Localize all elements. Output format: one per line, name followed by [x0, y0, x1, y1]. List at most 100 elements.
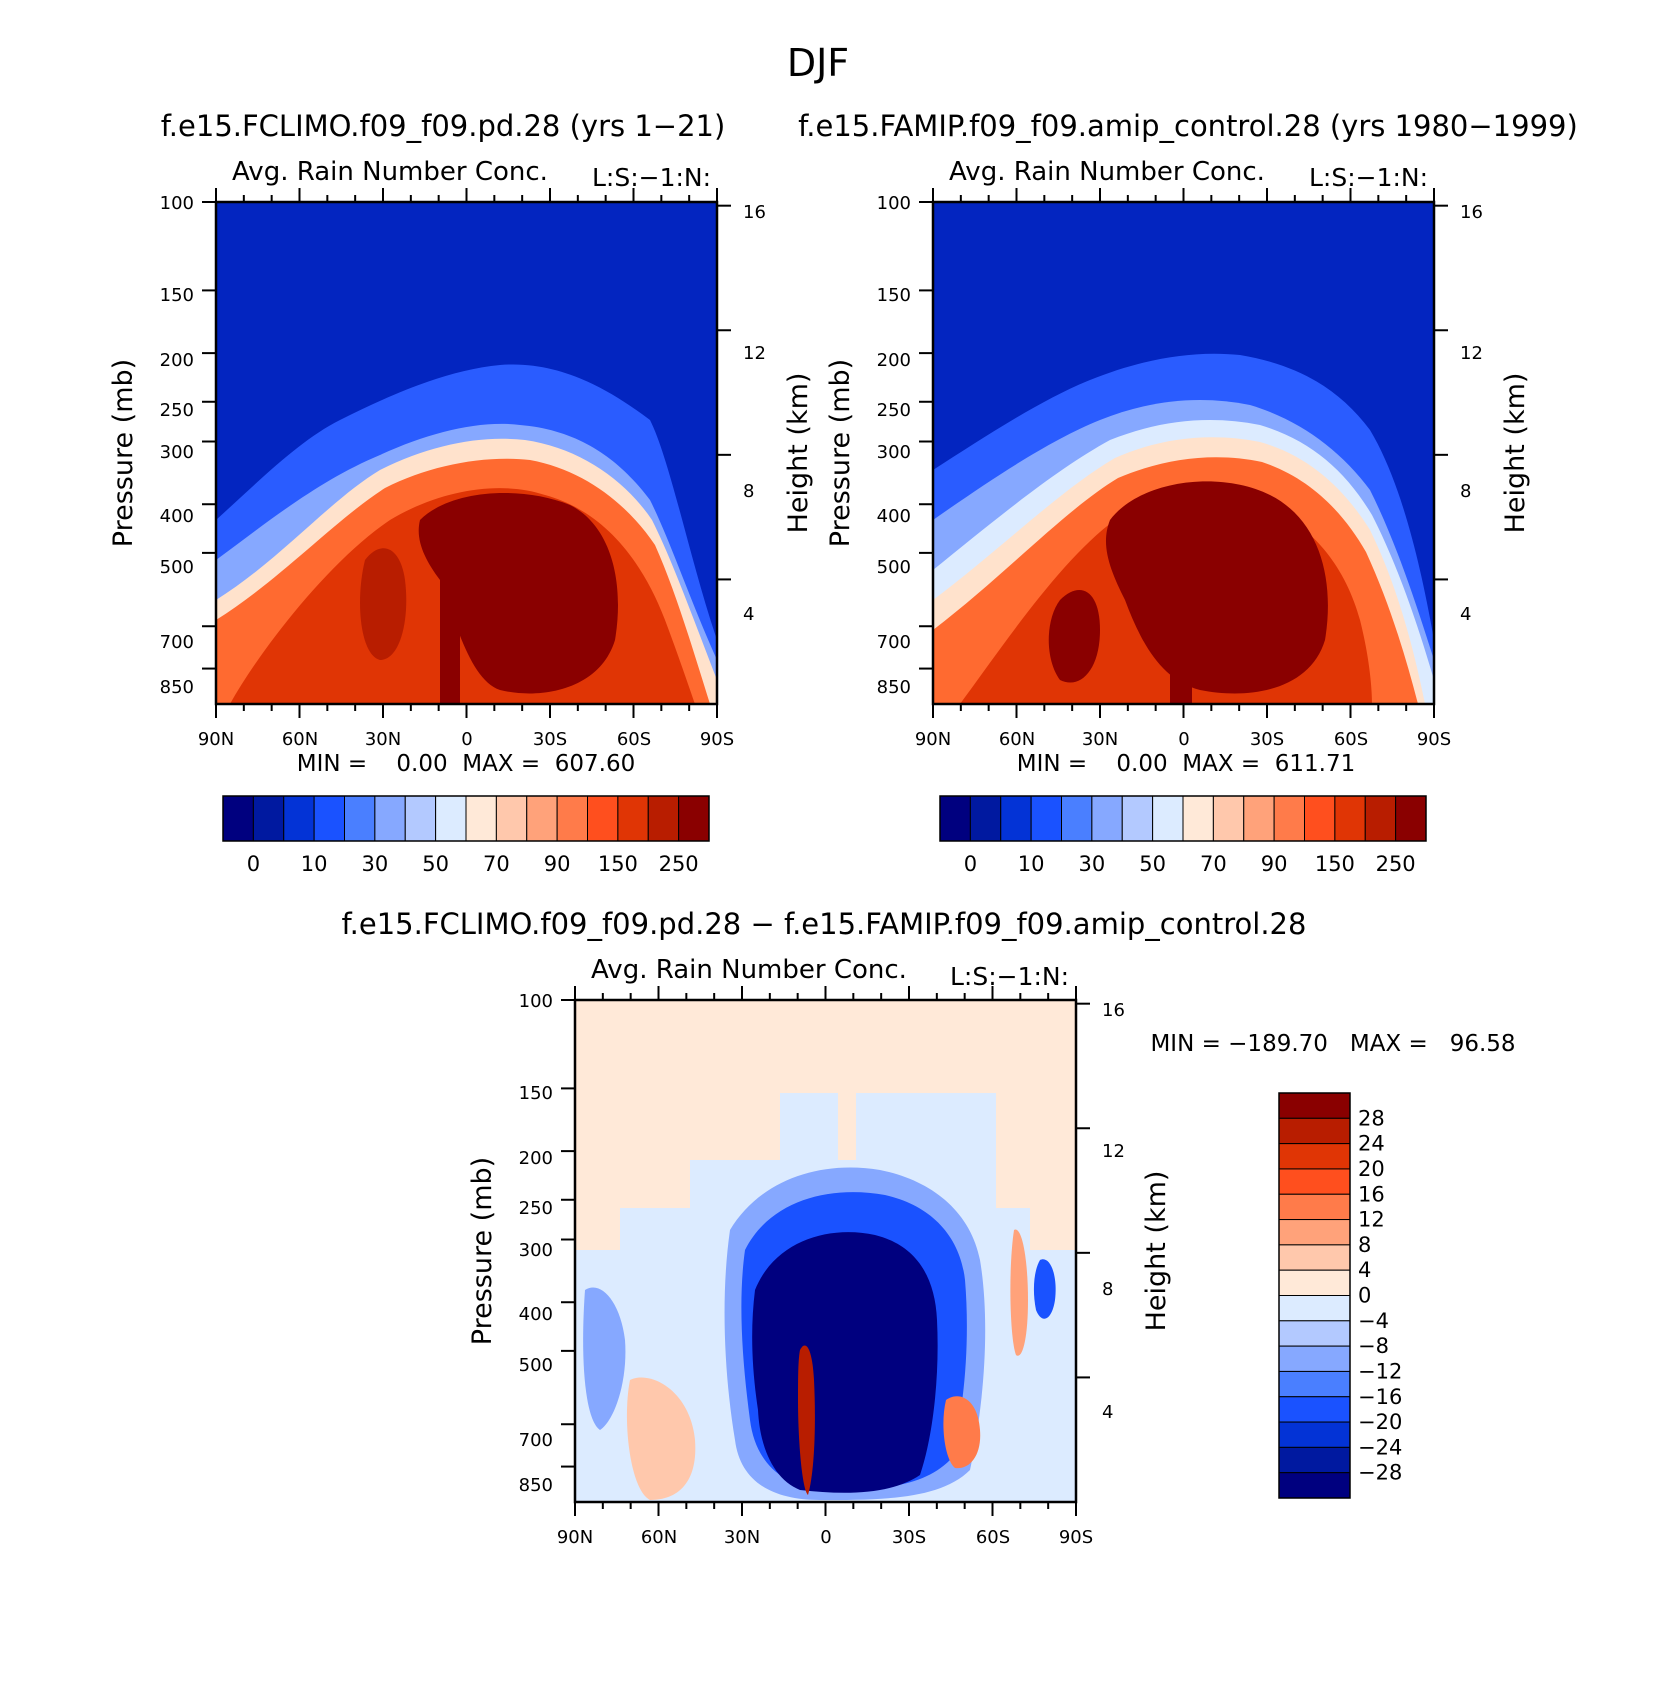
- colorbar-a-label-0: 0: [247, 852, 260, 876]
- colorbar-c-label-0: 28: [1358, 1106, 1385, 1130]
- ytick-b-150: 150: [877, 285, 911, 306]
- xtick-a-90n: 90N: [198, 729, 234, 750]
- colorbar-a-frame: [222, 795, 710, 842]
- colorbar-c-swatch-10: [1278, 1345, 1351, 1372]
- xtick-c-60s: 60S: [976, 1527, 1010, 1548]
- colorbar-b: 0 10 30 50 70 90 150 250: [939, 795, 1427, 876]
- y2tick-a-12: 12: [743, 343, 766, 364]
- ytick-a-150: 150: [160, 285, 194, 306]
- colorbar-c-swatch-4: [1278, 1193, 1351, 1221]
- run-title-a: f.e15.FCLIMO.f09_f09.pd.28 (yrs 1−21): [161, 109, 726, 143]
- panel-top-right: f.e15.FAMIP.f09_f09.amip_control.28 (yrs…: [798, 109, 1578, 876]
- colorbar-a-swatch-7: [435, 795, 467, 842]
- contour-pale-orange-west-c: [626, 1377, 696, 1500]
- colorbar-c-swatch-13: [1278, 1421, 1351, 1448]
- colorbar-b-swatch-12: [1304, 795, 1336, 842]
- contour-darkblue-core-c: [752, 1232, 938, 1493]
- contour-field-b: [933, 202, 1434, 704]
- colorbar-c-label-7: 0: [1358, 1284, 1371, 1308]
- ytick-a-500: 500: [160, 557, 194, 578]
- ytick-c-250: 250: [519, 1198, 553, 1219]
- colorbar-a-swatch-3: [313, 795, 345, 842]
- stats-a: MIN = 0.00 MAX = 607.60: [297, 751, 636, 777]
- colorbar-c-label-14: −28: [1358, 1461, 1402, 1485]
- colorbar-c-label-11: −16: [1358, 1385, 1402, 1409]
- xtick-b-60s: 60S: [1334, 729, 1368, 750]
- y2label-c: Height (km): [1141, 1171, 1172, 1332]
- colorbar-a-swatch-9: [495, 795, 528, 842]
- code-label-b: L:S:−1:N:: [1309, 163, 1428, 192]
- contour-darkred-west-b: [1048, 590, 1100, 683]
- ytick-c-100: 100: [519, 991, 553, 1012]
- xtick-a-90s: 90S: [700, 729, 734, 750]
- ytick-a-200: 200: [160, 350, 194, 371]
- colorbar-b-label-2: 30: [1079, 852, 1106, 876]
- ytick-c-300: 300: [519, 1240, 553, 1261]
- colorbar-a-label-4: 70: [483, 852, 510, 876]
- axis-ticks-c: [561, 986, 1090, 1516]
- ytick-b-100: 100: [877, 193, 911, 214]
- colorbar-a-swatch-4: [344, 795, 376, 842]
- colorbar-a-swatch-15: [678, 795, 710, 842]
- colorbar-a-label-5: 90: [544, 852, 571, 876]
- colorbar-a-swatch-13: [617, 795, 649, 842]
- xtick-c-30s: 30S: [892, 1527, 926, 1548]
- colorbar-a-swatch-12: [587, 795, 619, 842]
- ytick-c-500: 500: [519, 1355, 553, 1376]
- xtick-a-30n: 30N: [365, 729, 401, 750]
- colorbar-b-swatch-5: [1091, 795, 1123, 842]
- contour-blue-east-c: [1033, 1259, 1056, 1319]
- ytick-b-300: 300: [877, 442, 911, 463]
- colorbar-c-swatch-15: [1278, 1472, 1351, 1499]
- y2tick-a-4: 4: [743, 604, 754, 625]
- y2tick-c-8: 8: [1102, 1279, 1113, 1300]
- xtick-b-0: 0: [1178, 729, 1189, 750]
- colorbar-b-swatch-11: [1273, 795, 1305, 842]
- colorbar-c-label-5: 8: [1358, 1233, 1371, 1257]
- y2tick-b-12: 12: [1460, 343, 1483, 364]
- colorbar-c-swatch-12: [1278, 1396, 1351, 1423]
- y2tick-a-8: 8: [743, 481, 754, 502]
- y2tick-c-16: 16: [1102, 1000, 1125, 1021]
- colorbar-b-swatch-7: [1152, 795, 1184, 842]
- ytick-c-400: 400: [519, 1304, 553, 1325]
- xtick-b-90s: 90S: [1417, 729, 1451, 750]
- ytick-c-200: 200: [519, 1148, 553, 1169]
- ytick-c-150: 150: [519, 1083, 553, 1104]
- xtick-b-30s: 30S: [1250, 729, 1284, 750]
- var-title-b: Avg. Rain Number Conc.: [949, 157, 1265, 187]
- colorbar-b-swatch-2: [1000, 795, 1032, 842]
- xtick-c-0: 0: [820, 1527, 831, 1548]
- xtick-b-60n: 60N: [999, 729, 1035, 750]
- contour-darkred-column-a: [440, 560, 460, 704]
- colorbar-c-label-9: −8: [1358, 1334, 1389, 1358]
- colorbar-b-label-3: 50: [1139, 852, 1166, 876]
- xtick-c-90n: 90N: [557, 1527, 593, 1548]
- colorbar-b-label-6: 150: [1315, 852, 1355, 876]
- panel-top-left: f.e15.FCLIMO.f09_f09.pd.28 (yrs 1−21) Av…: [108, 109, 814, 876]
- stats-c: MIN = −189.70 MAX = 96.58: [1150, 1031, 1515, 1057]
- colorbar-b-swatch-6: [1121, 795, 1154, 842]
- colorbar-c-label-10: −12: [1358, 1359, 1402, 1383]
- colorbar-c-label-6: 4: [1358, 1258, 1371, 1282]
- colorbar-a-swatch-6: [404, 795, 437, 842]
- colorbar-b-label-5: 90: [1261, 852, 1288, 876]
- colorbar-b-label-4: 70: [1200, 852, 1227, 876]
- colorbar-c-label-3: 16: [1358, 1182, 1385, 1206]
- colorbar-b-swatch-15: [1395, 795, 1427, 842]
- colorbar-b-swatch-8: [1182, 795, 1214, 842]
- ytick-a-700: 700: [160, 632, 194, 653]
- colorbar-a-swatch-14: [647, 795, 680, 842]
- colorbar-b-swatch-10: [1243, 795, 1275, 842]
- colorbar-a-swatch-10: [526, 795, 558, 842]
- y2tick-c-4: 4: [1102, 1402, 1113, 1423]
- contour-orange-streak-c: [1010, 1229, 1028, 1356]
- ytick-c-700: 700: [519, 1430, 553, 1451]
- colorbar-a-swatch-0: [222, 795, 254, 842]
- colorbar-c-swatch-8: [1278, 1295, 1351, 1322]
- colorbar-a-swatch-5: [374, 795, 406, 842]
- ytick-a-850: 850: [160, 677, 194, 698]
- ytick-a-300: 300: [160, 442, 194, 463]
